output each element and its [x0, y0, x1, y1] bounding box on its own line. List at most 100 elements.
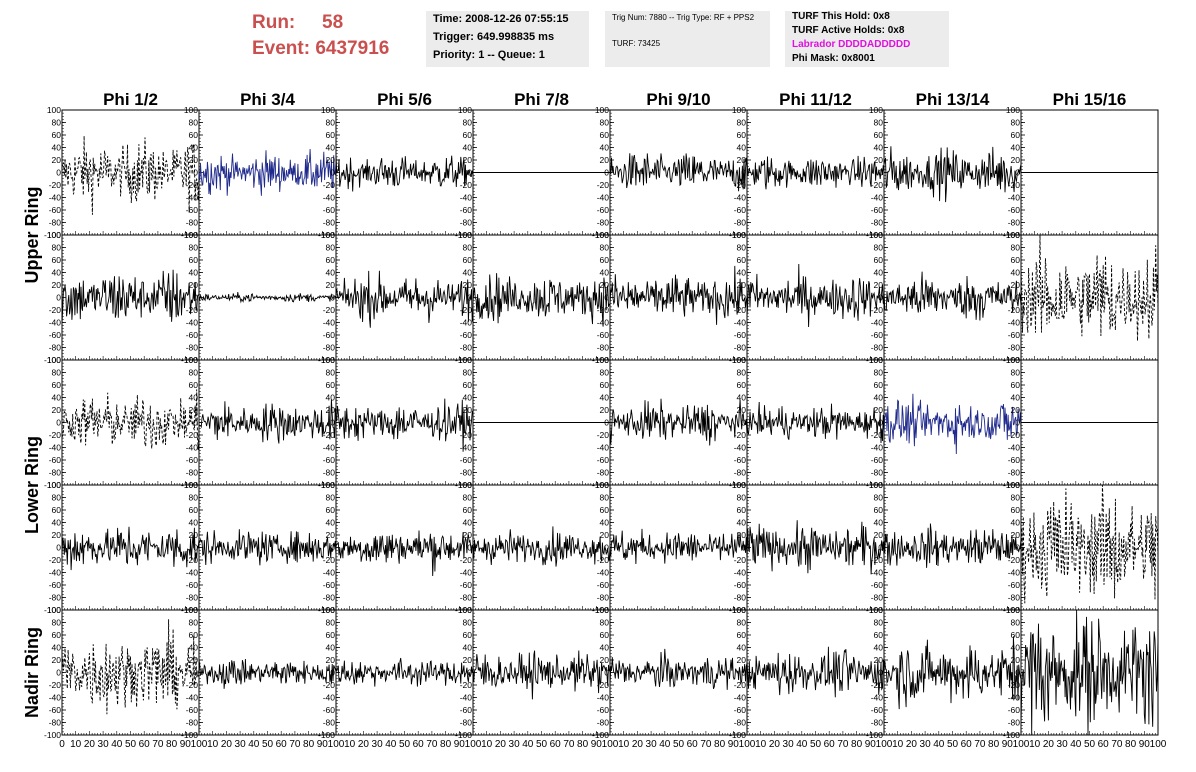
y-tick-label: 0 — [741, 168, 746, 178]
x-tick-label: 10 — [892, 739, 904, 750]
y-tick-label: 20 — [874, 655, 884, 665]
y-tick-label: 40 — [189, 268, 199, 278]
y-tick-label: -20 — [186, 680, 199, 690]
x-tick-label: 90 — [1139, 739, 1151, 750]
ring-label: Upper Ring — [22, 187, 42, 284]
y-tick-label: -40 — [734, 443, 747, 453]
y-tick-label: -100 — [44, 230, 61, 240]
y-tick-label: 20 — [326, 155, 336, 165]
y-tick-label: -100 — [181, 730, 198, 740]
y-tick-label: 0 — [604, 668, 609, 678]
y-tick-label: 20 — [326, 655, 336, 665]
y-tick-label: -100 — [44, 355, 61, 365]
turf-active-text: TURF Active Holds: 0x8 — [792, 25, 905, 36]
y-tick-label: 100 — [184, 605, 198, 615]
y-tick-label: -20 — [186, 180, 199, 190]
run-line: Run: 58 — [252, 12, 343, 34]
y-tick-label: 20 — [189, 530, 199, 540]
column-title: Phi 7/8 — [514, 90, 569, 109]
y-tick-label: 80 — [463, 618, 473, 628]
x-tick-label: 80 — [577, 739, 589, 750]
y-tick-label: -60 — [49, 205, 62, 215]
y-tick-label: 100 — [732, 105, 746, 115]
phi-mask-text: Phi Mask: 0x8001 — [792, 53, 875, 64]
y-tick-label: -20 — [871, 680, 884, 690]
y-tick-label: 40 — [737, 268, 747, 278]
y-tick-label: 60 — [1011, 255, 1021, 265]
y-tick-label: 80 — [52, 118, 62, 128]
y-tick-label: 80 — [1011, 618, 1021, 628]
y-tick-label: -40 — [186, 568, 199, 578]
y-tick-label: 60 — [600, 505, 610, 515]
y-tick-label: 20 — [874, 155, 884, 165]
x-tick-label: 10 — [1029, 739, 1041, 750]
y-tick-label: 0 — [741, 668, 746, 678]
y-tick-label: 40 — [874, 518, 884, 528]
y-tick-label: 40 — [52, 643, 62, 653]
y-tick-label: 80 — [326, 118, 336, 128]
x-tick-label: 50 — [947, 739, 959, 750]
y-tick-label: 20 — [463, 405, 473, 415]
y-tick-label: 40 — [1011, 393, 1021, 403]
y-tick-label: 60 — [326, 130, 336, 140]
ring-label: Nadir Ring — [22, 627, 42, 718]
y-tick-label: -100 — [1003, 730, 1020, 740]
y-tick-label: -100 — [455, 730, 472, 740]
y-tick-label: -40 — [186, 693, 199, 703]
y-tick-label: -100 — [318, 730, 335, 740]
y-tick-label: 0 — [56, 668, 61, 678]
trig-text: Trig Num: 7880 -- Trig Type: RF + PPS2 — [612, 13, 755, 22]
y-tick-label: 20 — [737, 530, 747, 540]
y-tick-label: 0 — [56, 293, 61, 303]
y-tick-label: 20 — [1011, 655, 1021, 665]
y-tick-label: -40 — [597, 693, 610, 703]
waveform-trace — [335, 530, 474, 577]
y-tick-label: 40 — [463, 268, 473, 278]
y-tick-label: -60 — [460, 580, 473, 590]
waveform-trace — [61, 619, 200, 715]
waveform-panel-frame — [335, 609, 474, 736]
x-tick-label: 40 — [248, 739, 260, 750]
y-tick-label: 60 — [52, 255, 62, 265]
y-tick-label: -20 — [871, 555, 884, 565]
y-tick-label: 60 — [189, 630, 199, 640]
y-tick-label: -40 — [597, 193, 610, 203]
x-tick-label: 40 — [1070, 739, 1082, 750]
turf-info-panel: TURF This Hold: 0x8 TURF Active Holds: 0… — [785, 11, 949, 67]
y-tick-label: -20 — [323, 180, 336, 190]
y-tick-label: 0 — [56, 168, 61, 178]
y-tick-label: -20 — [460, 180, 473, 190]
y-tick-label: -80 — [597, 718, 610, 728]
x-tick-label: 70 — [700, 739, 712, 750]
y-tick-label: -60 — [49, 455, 62, 465]
x-tick-label: 40 — [933, 739, 945, 750]
trigger-text: Trigger: 649.998835 ms — [433, 31, 555, 43]
y-tick-label: 40 — [874, 268, 884, 278]
y-tick-label: 80 — [874, 118, 884, 128]
y-tick-label: -20 — [597, 555, 610, 565]
y-tick-label: 60 — [874, 630, 884, 640]
y-tick-label: -80 — [597, 218, 610, 228]
y-tick-label: 60 — [326, 255, 336, 265]
y-tick-label: 100 — [458, 605, 472, 615]
y-tick-label: 80 — [189, 618, 199, 628]
y-tick-label: -20 — [734, 555, 747, 565]
y-tick-label: 40 — [737, 143, 747, 153]
y-tick-label: -20 — [1008, 555, 1021, 565]
x-tick-label: 0 — [59, 739, 65, 750]
y-tick-label: -60 — [734, 580, 747, 590]
waveform-trace — [609, 265, 748, 325]
y-tick-label: 40 — [737, 643, 747, 653]
y-tick-label: 0 — [467, 668, 472, 678]
x-tick-label: 20 — [769, 739, 781, 750]
x-tick-label: 90 — [591, 739, 603, 750]
x-tick-label: 100 — [191, 739, 208, 750]
x-tick-label: 40 — [796, 739, 808, 750]
y-tick-label: -80 — [186, 343, 199, 353]
y-tick-label: 40 — [189, 643, 199, 653]
y-tick-label: -20 — [460, 555, 473, 565]
y-tick-label: 0 — [467, 293, 472, 303]
x-tick-label: 90 — [454, 739, 466, 750]
y-tick-label: -80 — [186, 218, 199, 228]
y-tick-label: -100 — [866, 730, 883, 740]
